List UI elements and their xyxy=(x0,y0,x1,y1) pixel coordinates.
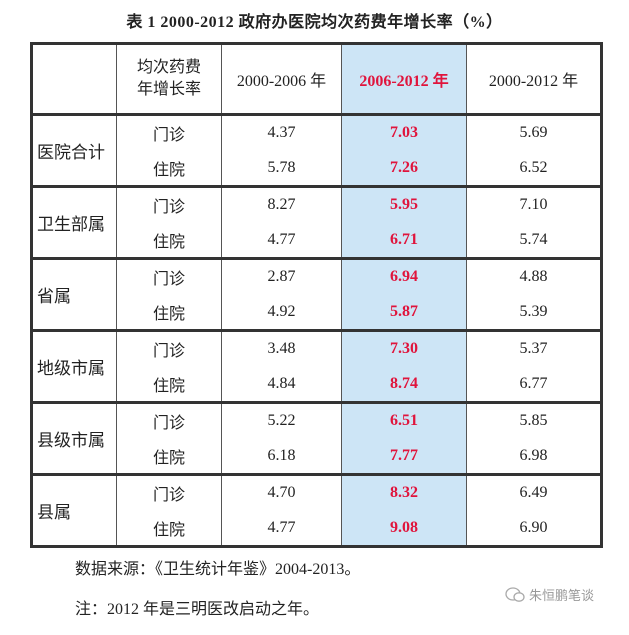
value-cell: 5.37 xyxy=(466,329,602,367)
table-row: 住院 4.92 5.87 5.39 xyxy=(32,294,602,331)
data-table: 均次药费年增长率 2000-2006 年 2006-2012 年 2000-2012 … xyxy=(30,42,603,548)
watermark-icon xyxy=(505,586,525,602)
table-row: 住院 4.84 8.74 6.77 xyxy=(32,366,602,403)
value-cell: 5.95 xyxy=(341,185,467,223)
table-row: 住院 5.78 7.26 6.52 xyxy=(32,150,602,187)
header-cell: 2000-2012 年 xyxy=(466,43,602,116)
value-cell: 6.18 xyxy=(221,438,342,475)
value-cell: 5.22 xyxy=(221,401,342,439)
group-name: 卫生部属 xyxy=(31,185,117,259)
group-name: 省属 xyxy=(31,257,117,331)
value-cell: 2.87 xyxy=(221,257,342,295)
table-row: 省属 门诊 2.87 6.94 4.88 xyxy=(31,257,602,331)
table-row: 住院 4.77 6.71 5.74 xyxy=(32,222,602,259)
group-name: 地级市属 xyxy=(31,329,117,403)
value-cell: 7.26 xyxy=(341,150,467,187)
header-row: 均次药费年增长率 2000-2006 年 2006-2012 年 2000-2012 … xyxy=(31,43,602,116)
value-cell: 8.74 xyxy=(341,366,467,403)
watermark-text: 朱恒鹏笔谈 xyxy=(529,589,595,604)
visit-type: 门诊 xyxy=(116,113,222,151)
header-cell: 均次药费年增长率 xyxy=(116,43,222,116)
value-cell: 6.51 xyxy=(341,401,467,439)
value-cell: 4.37 xyxy=(221,113,342,151)
value-cell: 8.32 xyxy=(341,473,467,511)
value-cell: 6.52 xyxy=(466,150,602,187)
value-cell: 6.90 xyxy=(466,510,602,547)
table-row: 住院 4.77 9.08 6.90 xyxy=(32,510,602,547)
value-cell: 4.88 xyxy=(466,257,602,295)
value-cell: 9.08 xyxy=(341,510,467,547)
value-cell: 4.84 xyxy=(221,366,342,403)
visit-type: 住院 xyxy=(116,294,222,331)
table-row: 地级市属 门诊 3.48 7.30 5.37 xyxy=(31,329,602,403)
header-cell: 2006-2012 年 xyxy=(341,43,467,116)
value-cell: 5.87 xyxy=(341,294,467,331)
visit-type: 住院 xyxy=(116,366,222,403)
value-cell: 4.70 xyxy=(221,473,342,511)
table-row: 县级市属 门诊 5.22 6.51 5.85 xyxy=(31,401,602,475)
footnote: 注：2012 年是三明医改启动之年。 xyxy=(75,601,320,618)
value-cell: 8.27 xyxy=(221,185,342,223)
visit-type: 住院 xyxy=(116,438,222,475)
value-cell: 4.92 xyxy=(221,294,342,331)
visit-type: 门诊 xyxy=(116,257,222,295)
value-cell: 6.49 xyxy=(466,473,602,511)
visit-type: 门诊 xyxy=(116,185,222,223)
value-cell: 5.69 xyxy=(466,113,602,151)
group-name: 医院合计 xyxy=(31,113,117,187)
watermark: 朱恒鹏笔谈 xyxy=(505,585,594,604)
visit-type: 门诊 xyxy=(116,473,222,511)
table-header: 均次药费年增长率 2000-2006 年 2006-2012 年 2000-2012 … xyxy=(31,43,602,116)
value-cell: 6.94 xyxy=(341,257,467,295)
group-name: 县级市属 xyxy=(31,401,117,475)
table-row: 住院 6.18 7.77 6.98 xyxy=(32,438,602,475)
value-cell: 7.30 xyxy=(341,329,467,367)
header-cell: 2000-2006 年 xyxy=(221,43,342,116)
value-cell: 7.77 xyxy=(341,438,467,475)
value-cell: 4.77 xyxy=(221,510,342,547)
value-cell: 3.48 xyxy=(221,329,342,367)
table-row: 县属 门诊 4.70 8.32 6.49 xyxy=(31,473,602,547)
table-title: 表 1 2000-2012 政府办医院均次药费年增长率（%） xyxy=(126,14,503,31)
table-row: 医院合计 门诊 4.37 7.03 5.69 xyxy=(31,113,602,187)
visit-type: 住院 xyxy=(116,222,222,259)
value-cell: 5.74 xyxy=(466,222,602,259)
table-body: 医院合计 门诊 4.37 7.03 5.69 住院 5.78 7.26 6.52 卫生部属 门诊 8.… xyxy=(31,113,602,547)
visit-type: 门诊 xyxy=(116,329,222,367)
value-cell: 6.77 xyxy=(466,366,602,403)
value-cell: 4.77 xyxy=(221,222,342,259)
visit-type: 住院 xyxy=(116,510,222,547)
value-cell: 5.39 xyxy=(466,294,602,331)
visit-type: 住院 xyxy=(116,150,222,187)
value-cell: 5.78 xyxy=(221,150,342,187)
value-cell: 6.71 xyxy=(341,222,467,259)
corner-cell xyxy=(31,43,117,116)
value-cell: 7.03 xyxy=(341,113,467,151)
visit-type: 门诊 xyxy=(116,401,222,439)
header-text: 均次药费年增长率 xyxy=(136,59,201,98)
table-row: 卫生部属 门诊 8.27 5.95 7.10 xyxy=(31,185,602,259)
value-cell: 5.85 xyxy=(466,401,602,439)
source-note: 数据来源：《卫生统计年鉴》2004-2013。 xyxy=(75,561,361,578)
value-cell: 7.10 xyxy=(466,185,602,223)
value-cell: 6.98 xyxy=(466,438,602,475)
group-name: 县属 xyxy=(31,473,117,547)
